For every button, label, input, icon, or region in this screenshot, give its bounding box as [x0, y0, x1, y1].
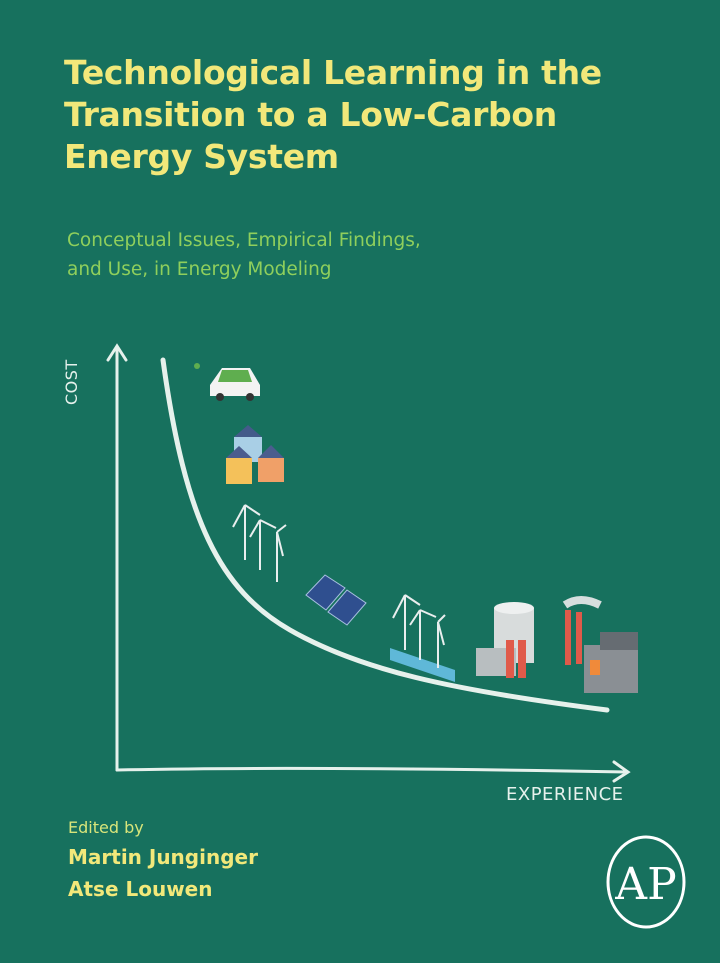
solar-panels-icon: [305, 574, 367, 626]
publisher-logo-text: AP: [614, 859, 676, 910]
title-line: Energy System: [64, 137, 339, 176]
wind-turbines-icon: [232, 504, 287, 582]
learning-curve: [160, 357, 610, 713]
subtitle-line: Conceptual Issues, Empirical Findings,: [67, 230, 421, 251]
power-plant-icon: [476, 602, 534, 678]
book-title: Technological Learning in the Transition…: [64, 52, 602, 178]
title-line: Transition to a Low-Carbon: [64, 95, 557, 134]
y-axis-label: COST: [62, 359, 81, 405]
solar-houses-icon: [226, 425, 284, 484]
book-subtitle: Conceptual Issues, Empirical Findings, a…: [67, 226, 421, 284]
offshore-wind-turbines-icon: [390, 594, 455, 682]
electric-car-icon: [194, 363, 260, 401]
publisher-logo: [606, 835, 686, 929]
subtitle-line: and Use, in Energy Modeling: [67, 259, 332, 280]
coal-factory-icon: [562, 596, 638, 693]
x-axis-label: EXPERIENCE: [506, 784, 624, 805]
editor-name: Martin Junginger: [68, 845, 258, 869]
y-axis: [106, 343, 128, 772]
x-axis: [115, 760, 631, 783]
edited-by-label: Edited by: [68, 818, 144, 837]
editor-name: Atse Louwen: [68, 877, 213, 901]
title-line: Technological Learning in the: [64, 53, 602, 92]
